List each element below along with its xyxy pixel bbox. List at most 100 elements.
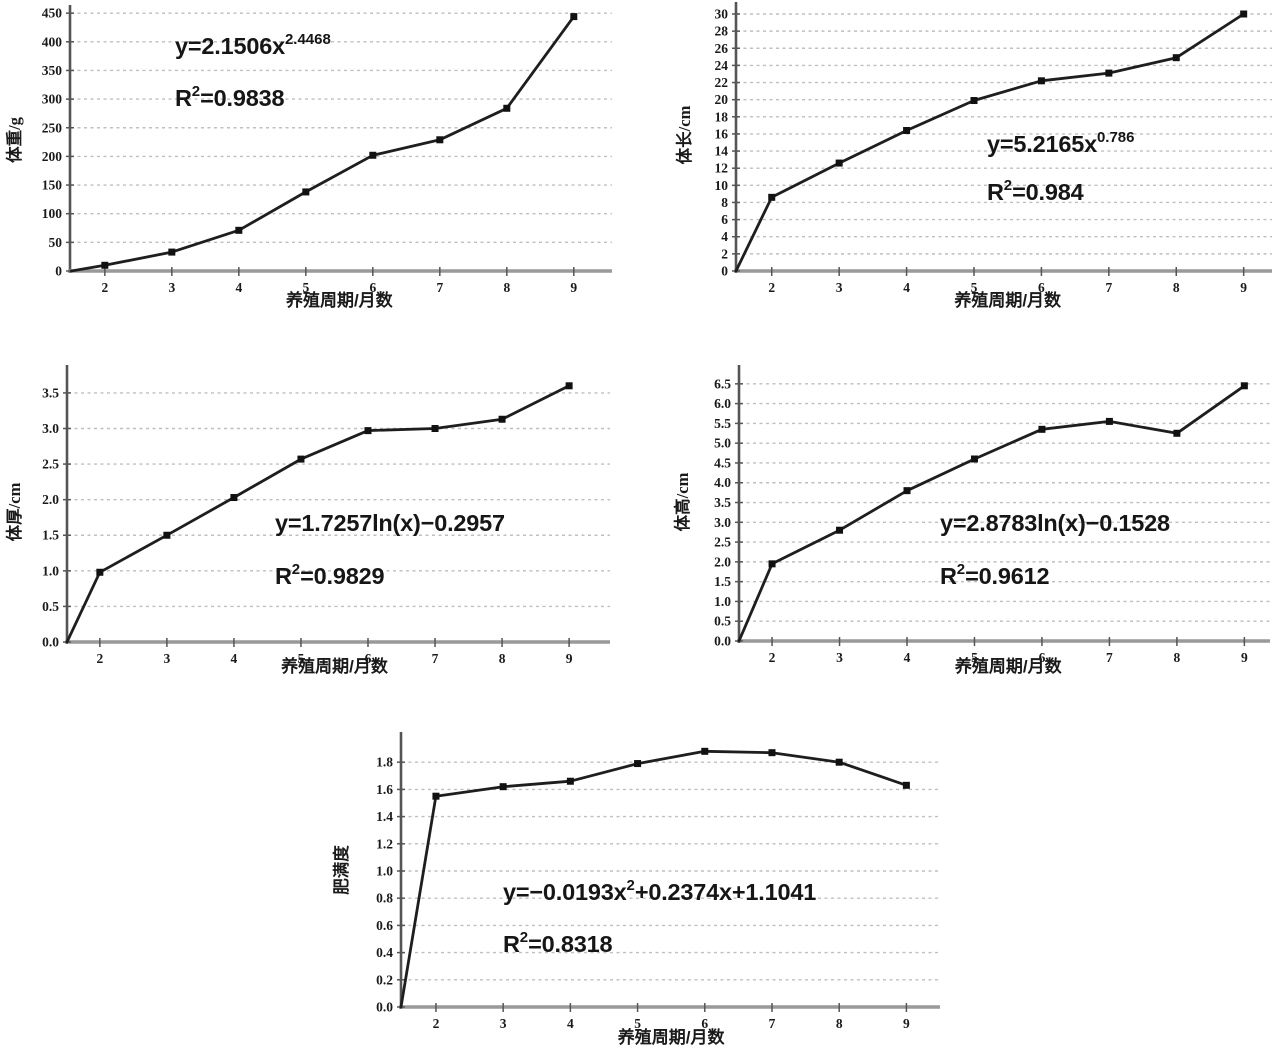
y-tick-label: 8 (721, 195, 728, 210)
x-tick-label: 7 (432, 651, 439, 666)
y-tick-label: 0.5 (714, 614, 731, 629)
x-tick-label: 2 (768, 280, 775, 295)
x-tick-label: 2 (101, 280, 108, 295)
data-point-marker (431, 424, 439, 432)
data-point-marker (970, 97, 978, 105)
y-tick-label: 0.0 (42, 635, 59, 650)
data-point-marker (163, 531, 171, 539)
x-tick-label: 3 (836, 280, 843, 295)
y-tick-label: 6.0 (714, 396, 731, 411)
y-axis-title: 体高/cm (672, 472, 692, 531)
x-tick-label: 2 (769, 650, 776, 665)
x-tick-label: 9 (570, 280, 577, 295)
y-tick-label: 1.5 (42, 528, 59, 543)
y-tick-label: 3.5 (714, 495, 731, 510)
data-point-marker (903, 127, 911, 135)
data-point-marker (1240, 382, 1248, 390)
data-point-marker (302, 188, 310, 196)
x-tick-label: 5 (971, 280, 978, 295)
data-point-marker (634, 760, 642, 768)
x-tick-label: 2 (96, 651, 103, 666)
r-squared-label-body-length: R2=0.984 (987, 177, 1084, 205)
chart-condition-factor: 0.0 0.2 0.4 0.6 0.8 1.0 1.2 1.4 1.6 1.8 2 3 4 5 6 7 8 9 肥满… (331, 732, 940, 1047)
y-tick-label: 350 (42, 63, 63, 78)
y-tick-label: 0 (721, 264, 728, 279)
x-tick-label: 2 (433, 1016, 440, 1031)
y-tick-label: 2.5 (714, 535, 731, 550)
x-tick-label: 5 (302, 280, 309, 295)
y-tick-label: 2 (721, 246, 728, 261)
data-point-marker (768, 749, 776, 757)
y-tick-label: 14 (715, 144, 729, 159)
data-point-marker (768, 193, 776, 201)
y-axis-title: 体重/g (4, 116, 24, 163)
x-tick-label: 4 (903, 280, 910, 295)
data-point-marker (1105, 69, 1113, 77)
chart-body-thickness: 0.0 0.5 1.0 1.5 2.0 2.5 3.0 3.5 2 3 4 5 6 7 8 9 体厚/cm 养殖周… (4, 365, 610, 676)
x-tick-label: 8 (499, 651, 506, 666)
y-tick-label: 1.0 (714, 594, 731, 609)
y-tick-label: 28 (715, 24, 729, 39)
data-point-marker (768, 560, 776, 568)
data-point-marker (836, 526, 844, 534)
data-point-marker (835, 159, 843, 167)
data-point-marker (1172, 54, 1180, 62)
data-point-marker (1105, 417, 1113, 425)
data-point-marker (503, 104, 511, 112)
x-tick-label: 3 (836, 650, 843, 665)
y-tick-label: 0.4 (376, 945, 393, 960)
data-point-marker (230, 494, 238, 502)
data-point-marker (903, 487, 911, 495)
y-tick-label: 200 (42, 149, 63, 164)
data-point-marker (835, 758, 843, 766)
x-tick-label: 7 (1105, 280, 1112, 295)
equation-label-body-thickness: y=1.7257ln(x)−0.2957 (275, 510, 505, 536)
y-tick-label: 5.0 (714, 436, 731, 451)
chart-body-weight: 0 50 100 150 200 250 300 350 400 450 2 3 4 5 6 7 8 9 体重/g 养… (4, 5, 612, 310)
data-point-marker (565, 382, 573, 390)
x-tick-label: 7 (769, 1016, 776, 1031)
y-tick-label: 4 (721, 229, 728, 244)
data-point-marker (432, 792, 440, 800)
y-tick-label: 300 (42, 92, 63, 107)
x-tick-label: 8 (503, 280, 510, 295)
x-tick-label: 9 (1240, 280, 1247, 295)
y-tick-label: 0 (55, 264, 62, 279)
y-tick-label: 1.8 (376, 755, 393, 770)
data-point-marker (570, 13, 578, 21)
data-point-marker (297, 455, 305, 463)
x-tick-label: 8 (836, 1016, 843, 1031)
x-tick-label: 5 (298, 651, 305, 666)
x-tick-label: 6 (1039, 650, 1046, 665)
y-tick-label: 2.0 (42, 492, 59, 507)
x-axis-title: 养殖周期/月数 (954, 656, 1063, 676)
data-point-marker (1037, 77, 1045, 85)
x-axis-title: 养殖周期/月数 (953, 290, 1062, 310)
y-tick-label: 3.0 (42, 421, 59, 436)
x-tick-label: 7 (436, 280, 443, 295)
data-point-marker (1038, 425, 1046, 433)
y-tick-label: 3.5 (42, 385, 59, 400)
y-tick-label: 4.5 (714, 455, 731, 470)
x-tick-label: 8 (1173, 280, 1180, 295)
y-tick-label: 30 (715, 6, 729, 21)
y-tick-label: 0.8 (376, 891, 393, 906)
y-tick-label: 0.5 (42, 599, 59, 614)
y-tick-label: 26 (715, 41, 729, 56)
y-tick-label: 1.0 (42, 563, 59, 578)
y-tick-label: 0.0 (376, 1000, 393, 1015)
x-tick-label: 9 (903, 1016, 910, 1031)
y-axis-title: 体厚/cm (4, 482, 24, 541)
y-tick-label: 100 (42, 206, 63, 221)
data-point-marker (902, 781, 910, 789)
chart-body-height: 0.0 0.5 1.0 1.5 2.0 2.5 3.0 3.5 4.0 4.5 5.0 5.5 6.0 6… (672, 365, 1270, 676)
y-tick-label: 2.0 (714, 554, 731, 569)
x-tick-label: 9 (1241, 650, 1248, 665)
x-tick-label: 4 (567, 1016, 574, 1031)
x-tick-label: 7 (1106, 650, 1113, 665)
y-tick-label: 16 (715, 126, 729, 141)
